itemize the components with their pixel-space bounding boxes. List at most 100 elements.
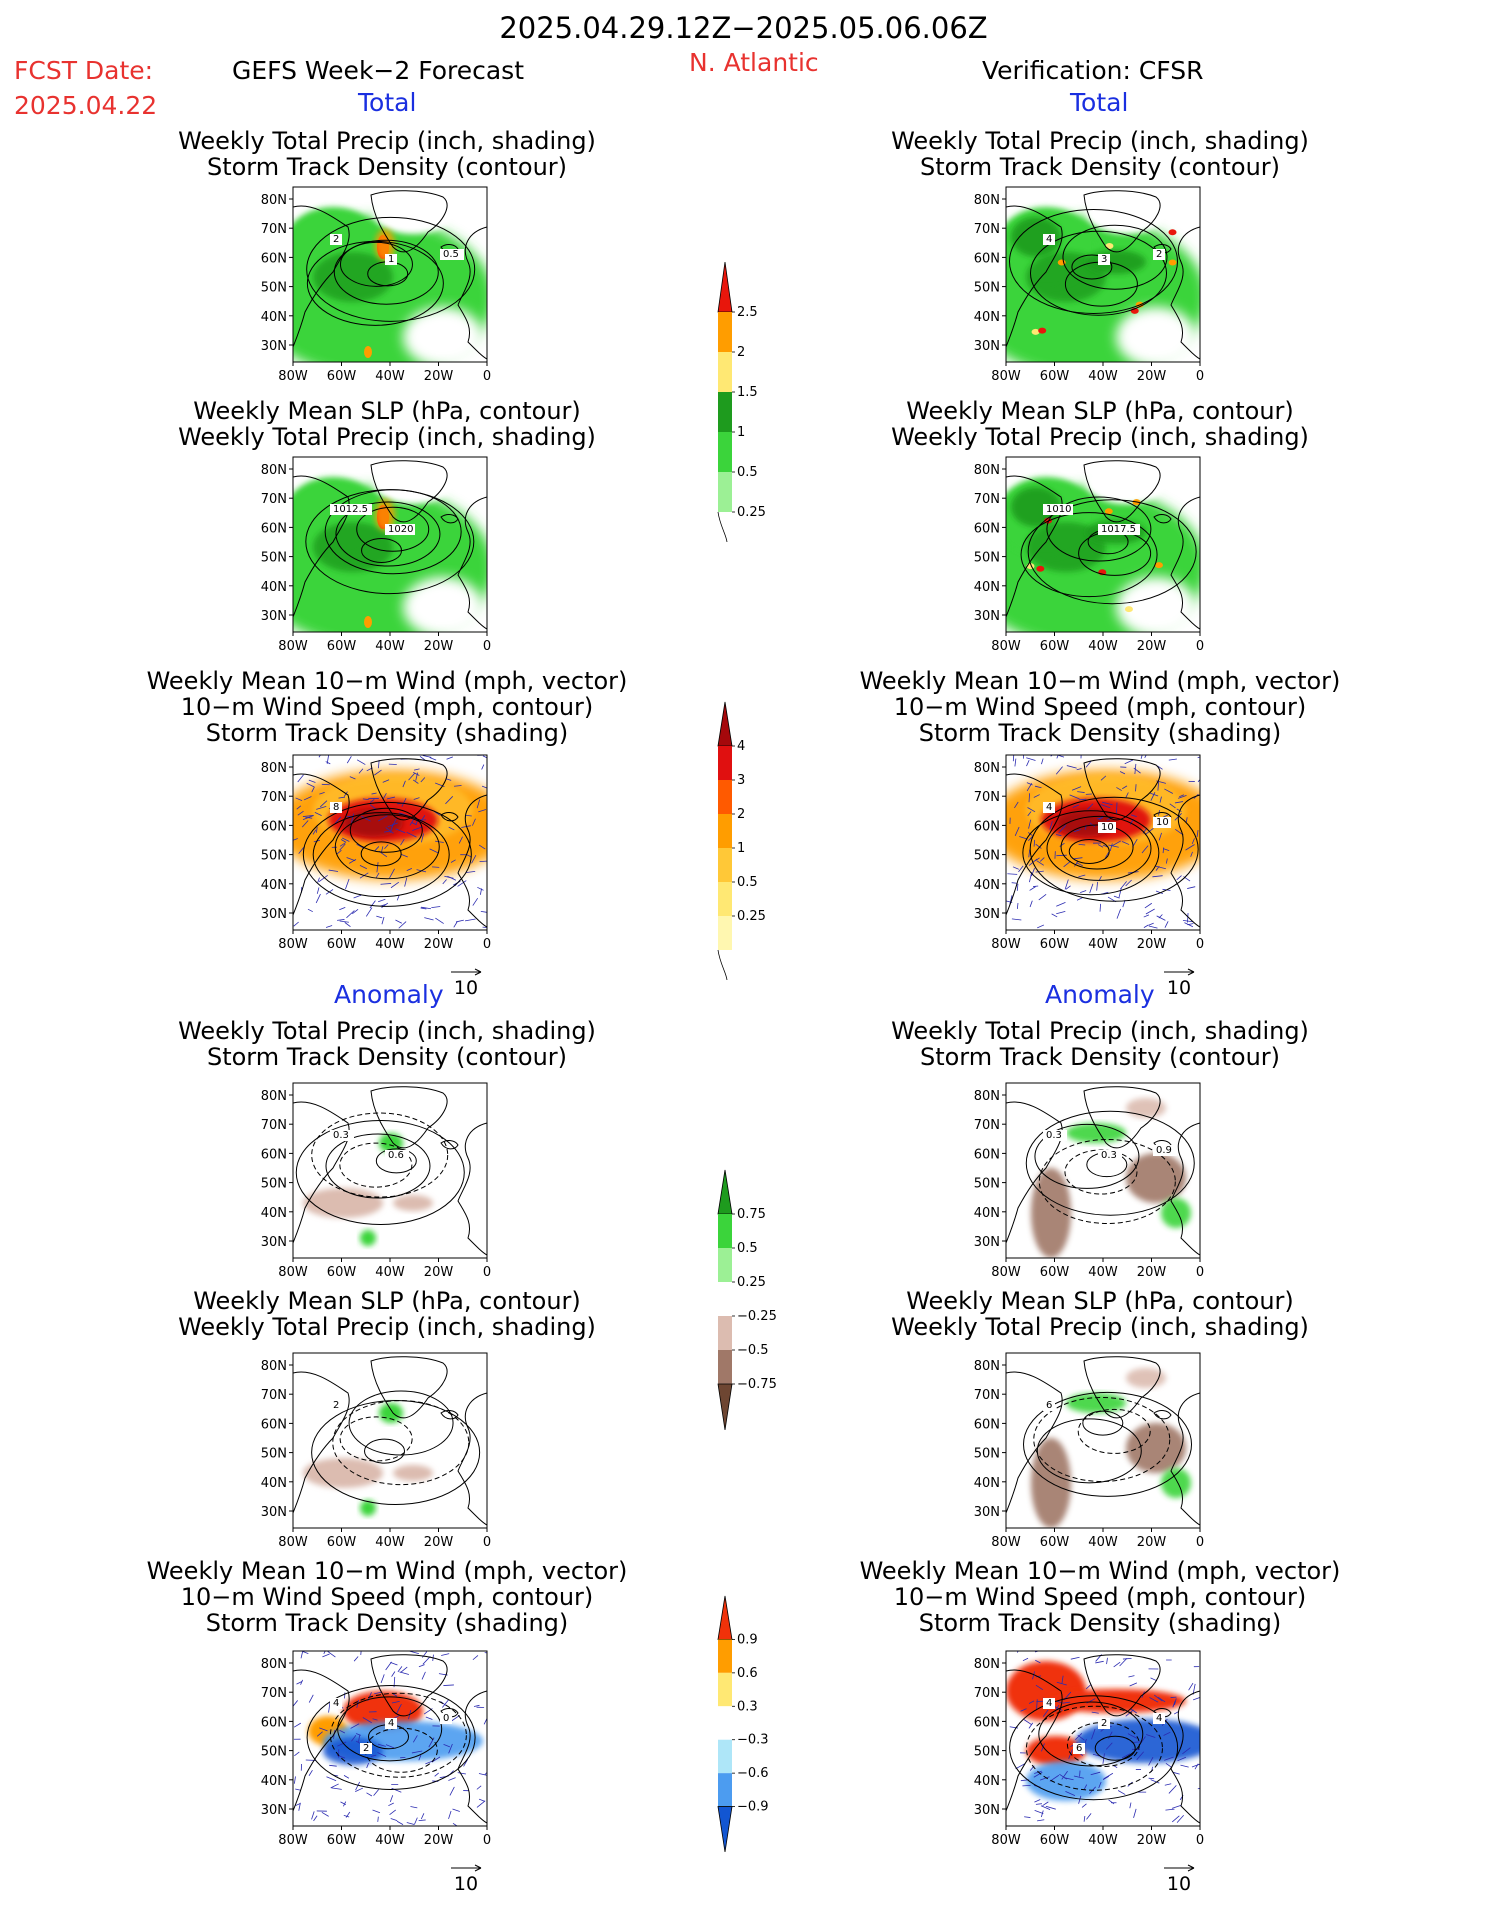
wind-vector (1185, 844, 1195, 851)
lat-tick-label: 40N (261, 1476, 287, 1491)
wind-vector (375, 872, 380, 878)
lon-tick-label: 20W (424, 1535, 454, 1550)
wind-vector (1119, 1657, 1128, 1667)
wind-vector (446, 756, 454, 760)
lon-tick-label: 20W (1137, 639, 1167, 654)
colorbar-label: 0.5 (737, 1241, 758, 1256)
wind-vector (413, 797, 420, 800)
wind-vector (1027, 807, 1036, 813)
contour-label-bg (385, 254, 397, 265)
wind-vector (1112, 840, 1121, 846)
wind-vector (339, 843, 346, 851)
wind-vector (1164, 788, 1174, 794)
lon-tick-label: 20W (1137, 369, 1167, 384)
wind-vector (382, 779, 390, 783)
colorbar-swatch (718, 1282, 732, 1316)
wind-vector (1164, 1783, 1172, 1786)
wind-vector (1143, 914, 1150, 918)
shade-blob (1126, 1423, 1186, 1473)
coastline-north-america (293, 1669, 350, 1812)
wind-vector (385, 1744, 395, 1749)
contour-line (1034, 1123, 1140, 1189)
panel-title-wind_track-fcst-anom-line1: Weekly Mean 10−m Wind (mph, vector) (146, 1557, 628, 1585)
wind-vector (388, 1802, 394, 1807)
contour-line (339, 1416, 413, 1462)
contour-label-bg (1073, 1743, 1085, 1754)
lat-tick-label: 40N (974, 580, 1000, 595)
lat-tick-label: 60N (261, 819, 287, 834)
wind-vector (1116, 908, 1121, 919)
wind-vector (1106, 1657, 1108, 1665)
lon-tick-label: 80W (278, 937, 308, 952)
wind-vector (1062, 1701, 1071, 1704)
wind-vector (1190, 851, 1193, 857)
wind-vector (311, 1811, 315, 1820)
lon-tick-label: 40W (375, 639, 405, 654)
contour-label-bg (1043, 504, 1073, 515)
coastline-europe-africa (457, 794, 487, 928)
wind-vector (448, 1777, 456, 1781)
wind-vector (372, 1718, 378, 1721)
wind-vector (1089, 883, 1094, 894)
contour-line (1020, 512, 1158, 598)
lat-tick-label: 30N (261, 907, 287, 922)
lat-tick-label: 50N (261, 1745, 287, 1760)
lat-tick-label: 60N (261, 1417, 287, 1432)
reference-vector-label: 10 (1167, 977, 1191, 999)
lat-tick-label: 40N (974, 1206, 1000, 1221)
shade-blob (1086, 460, 1166, 504)
coastline-europe-africa (1170, 496, 1200, 630)
wind-vector (1182, 919, 1193, 923)
wind-vector (481, 785, 487, 789)
wind-vector (322, 1653, 330, 1658)
wind-vector (1065, 1790, 1076, 1796)
wind-vector (1035, 1803, 1042, 1805)
lon-tick-label: 40W (1088, 369, 1118, 384)
wind-vector (303, 796, 312, 801)
lat-tick-label: 60N (261, 251, 287, 266)
wind-vector (397, 1666, 403, 1673)
panel-title-precip_track-fcst-anom-line2: Storm Track Density (contour) (206, 1043, 568, 1071)
wind-vector (1035, 1659, 1041, 1664)
wind-vector (1083, 1784, 1088, 1790)
coastline-greenland (370, 758, 448, 821)
wind-vector (442, 879, 447, 885)
wind-vector (343, 1775, 350, 1779)
wind-vector (1033, 1771, 1043, 1778)
wind-vector (1064, 879, 1069, 890)
wind-vector (313, 1815, 318, 1822)
wind-vector (1102, 1753, 1105, 1764)
wind-vector (1040, 1805, 1051, 1810)
panel-title-wind_track-fcst-total-line1: Weekly Mean 10−m Wind (mph, vector) (146, 667, 628, 695)
lon-tick-label: 80W (991, 369, 1021, 384)
wind-vector (374, 846, 380, 852)
wind-vector (1129, 1682, 1138, 1687)
wind-vector (400, 853, 408, 858)
wind-vector (1148, 922, 1154, 926)
wind-vector (1078, 1795, 1082, 1804)
wind-vector (1027, 811, 1032, 817)
wind-vector (366, 1792, 373, 1797)
shade-blob (403, 577, 483, 632)
wind-vector (429, 848, 439, 854)
shade-blob (1126, 1153, 1186, 1203)
wind-vector (378, 898, 386, 903)
wind-vector (432, 866, 440, 868)
wind-vector (321, 1811, 329, 1817)
lon-tick-label: 0 (483, 937, 491, 952)
wind-vector (1169, 803, 1176, 809)
contour-label: 4 (333, 1698, 339, 1709)
wind-vector (406, 868, 413, 872)
wind-vector (391, 818, 397, 828)
wind-vector (378, 815, 388, 822)
wind-vector (435, 840, 444, 843)
colorbar-swatch (718, 472, 732, 512)
wind-vector (1096, 881, 1098, 891)
precip-anomaly-shading (303, 1458, 383, 1488)
lat-tick-label: 40N (974, 1774, 1000, 1789)
lon-tick-label: 20W (424, 937, 454, 952)
contour-label-bg (440, 1713, 452, 1724)
wind-vector (455, 919, 464, 923)
wind-vector (1109, 843, 1113, 852)
wind-vector (1059, 1773, 1067, 1780)
